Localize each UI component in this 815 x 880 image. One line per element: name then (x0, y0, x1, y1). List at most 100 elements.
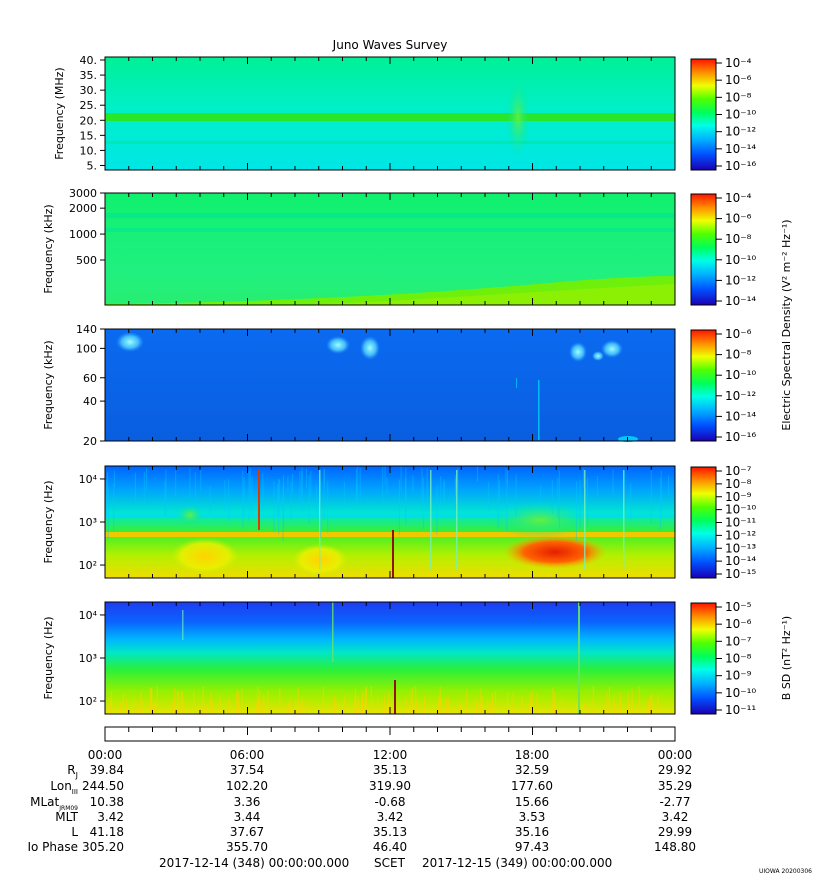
striation (400, 466, 402, 492)
striation (238, 691, 240, 714)
colorbar-tick-label: 10⁻¹⁰ (725, 686, 756, 700)
striation (421, 468, 423, 509)
striation (445, 698, 447, 714)
striation (287, 702, 290, 714)
striation (410, 700, 412, 714)
striation (301, 467, 303, 512)
striation (584, 703, 586, 714)
striation (178, 691, 180, 714)
striation (292, 474, 294, 494)
colorbar-3: 10⁻⁶ 10⁻⁸ 10⁻¹⁰ 10⁻¹² 10⁻¹⁴ 10⁻¹⁶ (690, 327, 756, 444)
ephemeris-table: 00:00 06:00 12:00 18:00 00:00 RJ 39.84 37.54 35.… (27, 748, 696, 854)
striation (388, 691, 390, 714)
striation (561, 697, 563, 714)
striation (243, 477, 245, 516)
striation (181, 691, 184, 714)
striation (180, 691, 182, 714)
ephem-row-label: RJ (67, 763, 78, 780)
ytick-label: 10² (79, 559, 97, 572)
striation (278, 479, 280, 535)
patch-19h (569, 342, 587, 362)
colorbar-tick-label: 10⁻¹³ (725, 541, 756, 555)
ytick-label: 10³ (79, 516, 97, 529)
striation (327, 705, 329, 714)
time-label: 00:00 (658, 748, 693, 762)
striation (189, 468, 191, 499)
striation (377, 697, 379, 714)
ephem-value: 41.18 (90, 825, 124, 839)
striation (343, 694, 345, 714)
patch-0930h (326, 336, 350, 354)
colorbar-tick-label: 10⁻¹² (725, 389, 756, 403)
chart-title: Juno Waves Survey (332, 38, 448, 52)
striation (380, 700, 383, 714)
striation (107, 472, 109, 502)
striation (151, 687, 153, 714)
striation (420, 705, 422, 714)
striation (554, 691, 556, 714)
ytick-label: 2000 (69, 202, 97, 215)
striation (356, 483, 358, 503)
striation (390, 697, 392, 714)
panel-3: 140 100 60 40 20 Frequency (kHz) (42, 323, 676, 448)
panel-5: 10⁴ 10³ 10² Frequency (Hz) (42, 601, 676, 715)
colorbar-tick-label: 10⁻⁹ (725, 490, 752, 504)
striation (145, 467, 147, 491)
striation (443, 481, 445, 499)
burst-17h (506, 78, 530, 158)
panel-4: 10⁴ 10³ 10² Frequency (Hz) (42, 465, 676, 579)
colorbar-tick-label: 10⁻⁷ (725, 464, 752, 478)
striation (521, 696, 523, 714)
striation (650, 695, 652, 714)
ytick-label: 35. (80, 69, 98, 82)
striation (497, 474, 499, 529)
band-1700khz (105, 213, 675, 218)
striation (228, 479, 230, 521)
ephem-value: 177.60 (511, 779, 553, 793)
striation (404, 478, 406, 517)
ephem-value: 39.84 (90, 763, 124, 777)
striation (384, 694, 386, 714)
striation (165, 469, 167, 516)
colorbar-4: 10⁻⁷10⁻⁸10⁻⁹10⁻¹⁰10⁻¹¹10⁻¹²10⁻¹³10⁻¹⁴10⁻… (690, 464, 756, 581)
striation (477, 466, 479, 482)
ytick-label: 500 (76, 254, 97, 267)
colorbar-tick-label: 10⁻⁶ (725, 617, 752, 631)
striation (289, 698, 291, 714)
ytick-label: 30. (80, 84, 98, 97)
striation (364, 694, 366, 714)
ytick-label: 20. (80, 114, 98, 127)
striation (114, 470, 116, 487)
striation (200, 469, 202, 492)
ytick-label: 60 (83, 372, 97, 385)
striation (327, 480, 329, 534)
band-21mhz (105, 113, 675, 121)
striation (443, 479, 445, 502)
colorbar-tick-label: 10⁻¹⁴ (725, 142, 756, 156)
ephem-value: -2.77 (659, 795, 690, 809)
striation (284, 705, 286, 714)
striation (143, 471, 145, 505)
panel-2: 3000 2000 1000 500 Frequency (kHz) (42, 187, 676, 306)
striation (219, 695, 221, 714)
ephem-value: 3.44 (234, 810, 261, 824)
striation (142, 698, 144, 714)
striation (299, 470, 301, 504)
striation (454, 478, 456, 497)
colorbar-tick-label: 10⁻¹⁶ (725, 159, 756, 173)
striation (202, 686, 204, 714)
ytick-label: 15. (80, 129, 98, 142)
striation (183, 701, 185, 714)
colorbar-tick-label: 10⁻¹⁰ (725, 368, 756, 382)
striation (133, 697, 135, 714)
ephem-value: 46.40 (373, 840, 407, 854)
ephem-value: 35.13 (373, 763, 407, 777)
striation (134, 472, 136, 504)
striation (540, 485, 542, 505)
striation (264, 696, 266, 714)
striation (242, 470, 244, 529)
striation (267, 690, 269, 714)
striation (440, 476, 442, 506)
colorbar-tick-label: 10⁻⁷ (725, 634, 752, 648)
